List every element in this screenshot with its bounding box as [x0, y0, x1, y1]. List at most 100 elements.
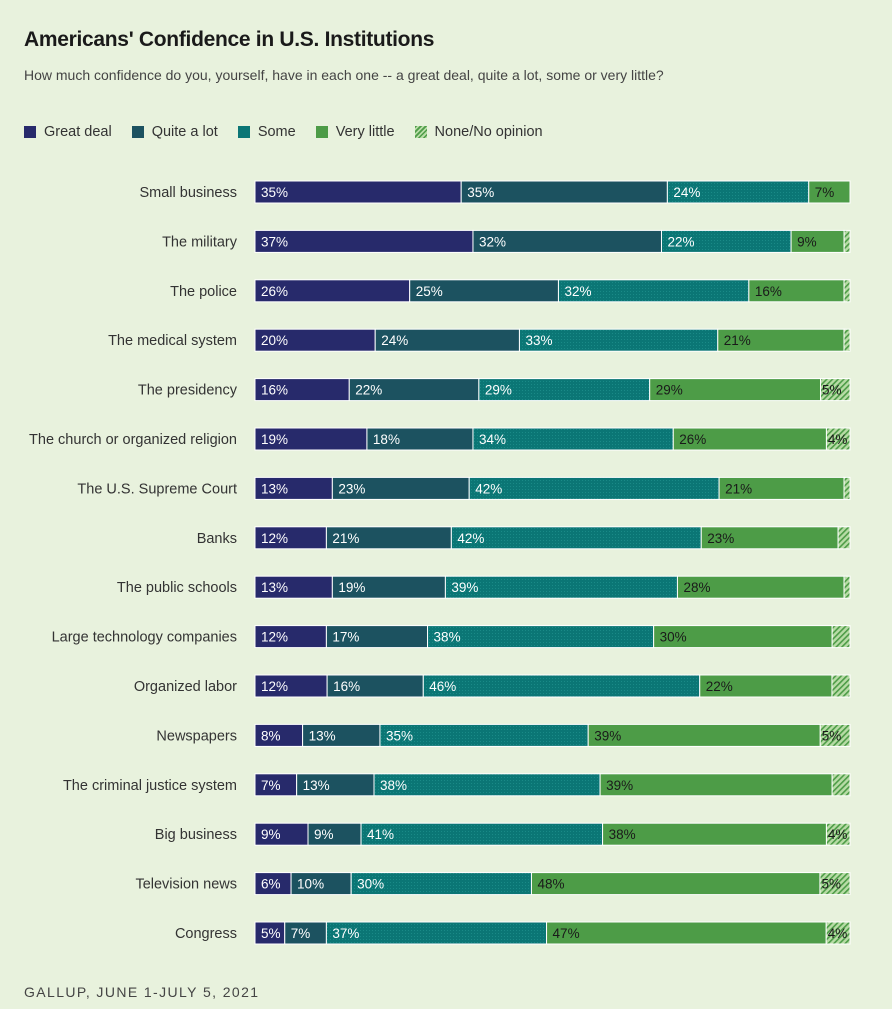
legend-swatch-some	[237, 126, 250, 138]
data-label: 39%	[606, 778, 633, 793]
data-label: 37%	[261, 234, 288, 249]
data-label: 28%	[683, 580, 710, 595]
legend-label-some: Some	[257, 124, 296, 140]
data-label: 5%	[822, 383, 842, 398]
legend-swatch-none-no-opinion	[414, 126, 427, 138]
data-label: 7%	[291, 926, 311, 941]
bar-segment-very-little	[546, 921, 827, 945]
bar-segment-very-little	[587, 723, 821, 747]
bar-segment-some	[427, 625, 655, 649]
bar-segment-none-no-opinion	[831, 773, 851, 797]
data-label: 17%	[332, 630, 359, 645]
bar-row-the-military: The military 37% 32% 22% 9%	[162, 229, 851, 253]
data-label: 13%	[261, 580, 288, 595]
data-label: 13%	[303, 778, 330, 793]
category-label: The criminal justice system	[63, 778, 237, 794]
bar-row-television-news: Television news 6% 10% 30% 48% 5%	[135, 872, 851, 896]
legend-swatch-quite-a-lot	[131, 126, 144, 138]
data-label: 23%	[707, 531, 734, 546]
data-label: 35%	[386, 728, 413, 743]
data-label: 4%	[828, 827, 848, 842]
data-label: 32%	[564, 284, 591, 299]
bar-segment-none-no-opinion	[825, 822, 851, 846]
data-label: 34%	[479, 432, 506, 447]
data-label: 16%	[261, 383, 288, 398]
legend-swatch-great-deal	[24, 126, 36, 138]
bar-segment-some	[444, 575, 678, 599]
legend-item-very-little: Very little	[315, 124, 395, 140]
data-label: 7%	[815, 185, 835, 200]
bar-row-large-technology-companies: Large technology companies 12% 17% 38% 30%	[52, 625, 851, 649]
data-label: 16%	[755, 284, 782, 299]
data-label: 13%	[309, 728, 336, 743]
data-label: 39%	[451, 580, 478, 595]
legend-swatch-very-little	[315, 126, 328, 138]
bar-row-the-presidency: The presidency 16% 22% 29% 29% 5%	[138, 378, 851, 402]
category-label: Newspapers	[156, 728, 237, 744]
category-label: The church or organized religion	[29, 432, 237, 448]
data-label: 42%	[475, 481, 502, 496]
data-label: 10%	[297, 877, 324, 892]
data-label: 24%	[381, 333, 408, 348]
data-label: 29%	[656, 383, 683, 398]
data-label: 5%	[822, 728, 842, 743]
bar-segment-very-little	[602, 822, 827, 846]
legend-label-none-no-opinion: None/No opinion	[434, 124, 543, 140]
legend-label-quite-a-lot: Quite a lot	[151, 124, 218, 140]
data-label: 22%	[667, 234, 694, 249]
legend-label-great-deal: Great deal	[44, 124, 112, 140]
data-label: 25%	[416, 284, 443, 299]
data-label: 21%	[724, 333, 751, 348]
category-label: The medical system	[108, 333, 237, 349]
data-label: 20%	[261, 333, 288, 348]
data-label: 9%	[797, 234, 817, 249]
bar-segment-none-no-opinion	[843, 279, 851, 303]
data-label: 19%	[261, 432, 288, 447]
data-label: 5%	[821, 877, 841, 892]
bar-segment-none-no-opinion	[825, 427, 851, 451]
category-label: Organized labor	[134, 679, 237, 695]
bar-row-the-u-s-supreme-court: The U.S. Supreme Court 13% 23% 42% 21%	[77, 476, 851, 500]
chart-subtitle: How much confidence do you, yourself, ha…	[24, 67, 664, 83]
data-label: 38%	[434, 630, 461, 645]
data-label: 8%	[261, 728, 281, 743]
data-label: 30%	[357, 877, 384, 892]
bar-row-organized-labor: Organized labor 12% 16% 46% 22%	[134, 674, 851, 698]
data-label: 47%	[553, 926, 580, 941]
bar-segment-none-no-opinion	[819, 872, 851, 896]
data-label: 48%	[537, 877, 564, 892]
category-label: The military	[162, 234, 238, 250]
source-note: GALLUP, JUNE 1-JULY 5, 2021	[24, 984, 260, 1000]
bar-segment-very-little	[530, 872, 821, 896]
data-label: 21%	[332, 531, 359, 546]
bar-segment-some	[450, 526, 702, 550]
data-label: 26%	[679, 432, 706, 447]
data-label: 12%	[261, 679, 288, 694]
data-label: 46%	[429, 679, 456, 694]
data-label: 18%	[373, 432, 400, 447]
data-label: 9%	[261, 827, 281, 842]
legend-item-none-no-opinion: None/No opinion	[414, 124, 543, 140]
bar-segment-none-no-opinion	[843, 328, 851, 352]
bar-row-the-medical-system: The medical system 20% 24% 33% 21%	[108, 328, 851, 352]
data-label: 32%	[479, 234, 506, 249]
data-label: 7%	[261, 778, 281, 793]
category-label: The police	[170, 284, 237, 300]
category-label: The public schools	[117, 580, 237, 596]
data-label: 33%	[525, 333, 552, 348]
data-label: 23%	[338, 481, 365, 496]
data-label: 38%	[380, 778, 407, 793]
data-label: 22%	[706, 679, 733, 694]
legend-item-quite-a-lot: Quite a lot	[131, 124, 218, 140]
bar-segment-very-little	[808, 180, 851, 204]
bar-segment-some	[360, 822, 604, 846]
legend-item-some: Some	[237, 124, 296, 140]
bar-segment-none-no-opinion	[837, 526, 851, 550]
data-label: 42%	[457, 531, 484, 546]
data-label: 19%	[338, 580, 365, 595]
data-label: 4%	[828, 926, 848, 941]
category-label: The presidency	[138, 383, 238, 399]
data-label: 12%	[261, 630, 288, 645]
data-label: 26%	[261, 284, 288, 299]
